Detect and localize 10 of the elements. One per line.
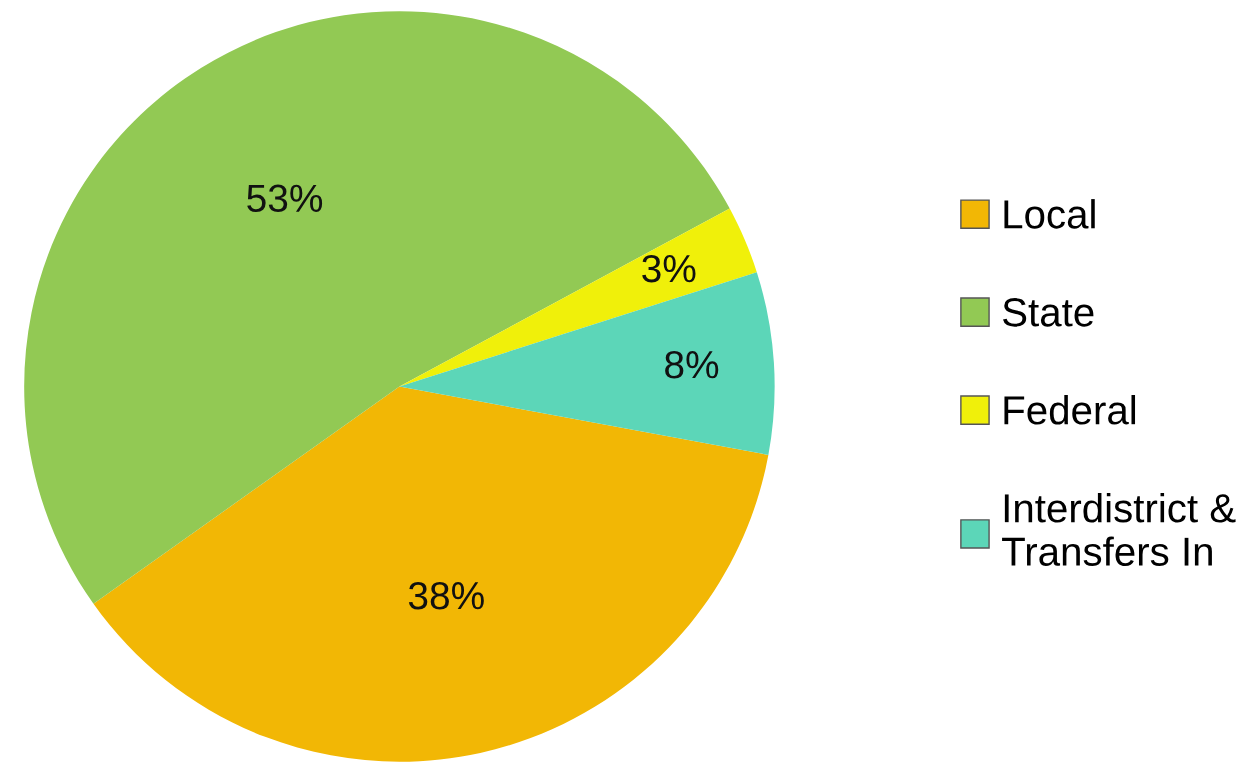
data-label: 38% xyxy=(408,581,484,610)
legend-label: Federal xyxy=(1004,395,1136,425)
pie-slice xyxy=(93,386,769,762)
legend-label: State xyxy=(1002,298,1094,327)
pie-slice xyxy=(399,208,757,387)
data-label: 53% xyxy=(247,184,323,213)
legend-label: Local xyxy=(1004,199,1095,229)
legend-label: Interdistrict & Transfers In xyxy=(1002,492,1236,566)
data-label: 8% xyxy=(665,350,719,379)
data-label: 3% xyxy=(642,254,696,283)
